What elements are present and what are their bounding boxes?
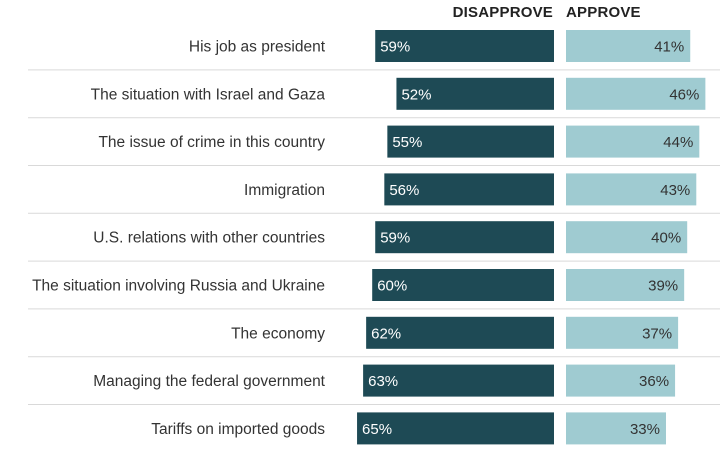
disapprove-value-label: 55% — [392, 134, 422, 151]
approve-bar — [566, 77, 706, 110]
approve-bar — [566, 30, 691, 62]
disapprove-bar — [396, 77, 554, 110]
disapprove-value-label: 65% — [362, 421, 392, 438]
approve-value-label: 36% — [639, 373, 669, 390]
category-label: Tariffs on imported goods — [151, 421, 325, 438]
disapprove-bar — [384, 173, 554, 206]
approve-value-label: 33% — [630, 421, 660, 438]
disapprove-value-label: 60% — [377, 278, 407, 295]
category-label: The economy — [231, 325, 325, 342]
disapprove-bar — [363, 364, 554, 397]
category-label: Immigration — [244, 182, 325, 199]
category-label: Managing the federal government — [93, 373, 325, 390]
disapprove-bar — [387, 125, 554, 158]
approve-bar — [566, 173, 697, 206]
approve-bar — [566, 364, 676, 397]
approve-value-label: 40% — [651, 230, 681, 247]
approve-bar — [566, 269, 685, 301]
disapprove-value-label: 52% — [401, 86, 431, 103]
approve-value-label: 41% — [654, 39, 684, 56]
approve-bar — [566, 316, 679, 349]
approve-value-label: 43% — [660, 182, 690, 199]
approve-value-label: 37% — [642, 325, 672, 342]
disapprove-value-label: 59% — [380, 39, 410, 56]
category-label: U.S. relations with other countries — [93, 230, 325, 247]
approve-bar — [566, 412, 666, 445]
disapprove-value-label: 56% — [389, 182, 419, 199]
disapprove-bar — [375, 30, 554, 62]
approve-bar — [566, 221, 688, 254]
disapprove-bar — [372, 269, 554, 301]
disapprove-bar — [375, 221, 554, 254]
category-label: The situation involving Russia and Ukrai… — [32, 278, 325, 295]
disapprove-value-label: 59% — [380, 230, 410, 247]
disapprove-bar — [366, 316, 554, 349]
category-label: His job as president — [189, 39, 326, 56]
approve-value-label: 39% — [648, 278, 678, 295]
category-label: The issue of crime in this country — [98, 134, 325, 151]
disapprove-bar — [357, 412, 554, 445]
approve-value-label: 44% — [663, 134, 693, 151]
disapprove-value-label: 63% — [368, 373, 398, 390]
disapprove-header: DISAPPROVE — [452, 4, 553, 21]
approve-bar — [566, 125, 700, 158]
disapprove-value-label: 62% — [371, 325, 401, 342]
approve-value-label: 46% — [669, 86, 699, 103]
category-label: The situation with Israel and Gaza — [91, 86, 326, 103]
approve-header: APPROVE — [566, 4, 641, 21]
